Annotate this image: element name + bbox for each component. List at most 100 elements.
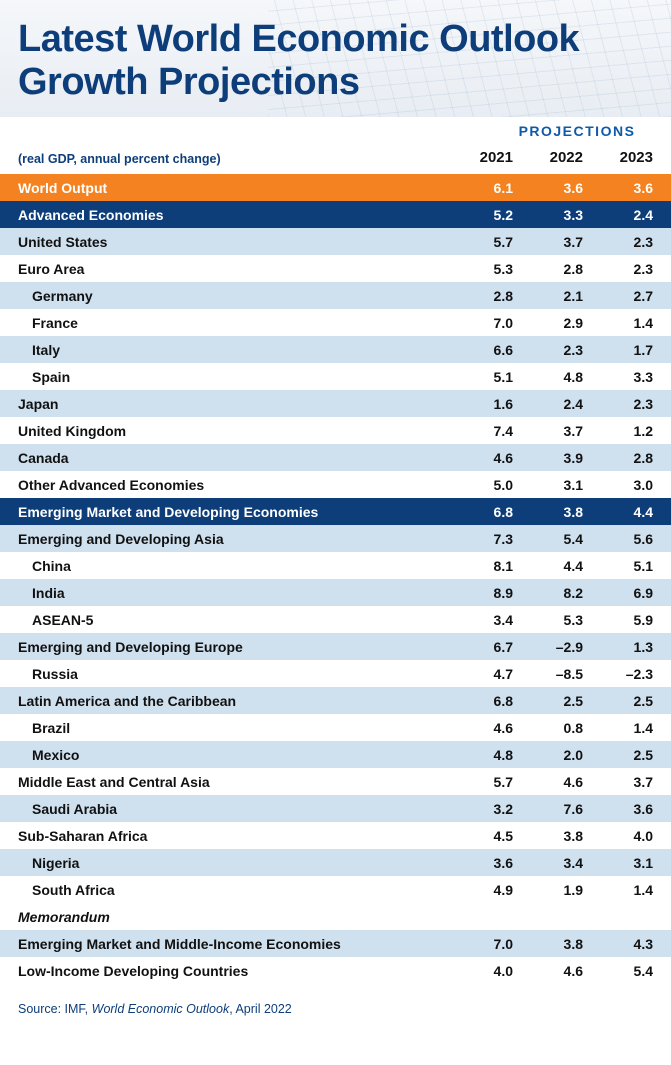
row-value: 6.7	[461, 633, 531, 660]
row-label: South Africa	[0, 876, 461, 903]
table-row: World Output6.13.63.6	[0, 174, 671, 201]
table-row: Emerging Market and Middle-Income Econom…	[0, 930, 671, 957]
source-line: Source: IMF, World Economic Outlook, Apr…	[0, 984, 671, 1040]
row-label: Advanced Economies	[0, 201, 461, 228]
row-value: 5.0	[461, 471, 531, 498]
row-value: 3.7	[601, 768, 671, 795]
table-row: United Kingdom7.43.71.2	[0, 417, 671, 444]
row-value: 5.1	[461, 363, 531, 390]
table-row: Middle East and Central Asia5.74.63.7	[0, 768, 671, 795]
row-value: 7.0	[461, 930, 531, 957]
row-label: Emerging and Developing Europe	[0, 633, 461, 660]
table-row: Spain5.14.83.3	[0, 363, 671, 390]
row-value: 1.2	[601, 417, 671, 444]
row-label: Euro Area	[0, 255, 461, 282]
row-value: 2.8	[601, 444, 671, 471]
row-value: 2.5	[601, 687, 671, 714]
row-value: 3.1	[601, 849, 671, 876]
row-label: China	[0, 552, 461, 579]
table-row: Sub-Saharan Africa4.53.84.0	[0, 822, 671, 849]
row-label: France	[0, 309, 461, 336]
row-value: 5.1	[601, 552, 671, 579]
table-row: Advanced Economies5.23.32.4	[0, 201, 671, 228]
table-row: Germany2.82.12.7	[0, 282, 671, 309]
row-value: 3.2	[461, 795, 531, 822]
row-value: 2.8	[531, 255, 601, 282]
row-label: Russia	[0, 660, 461, 687]
row-label: Memorandum	[0, 903, 461, 930]
row-value: 5.9	[601, 606, 671, 633]
row-value: 5.7	[461, 228, 531, 255]
source-suffix: , April 2022	[229, 1002, 292, 1016]
row-label: Low-Income Developing Countries	[0, 957, 461, 984]
row-value: 4.3	[601, 930, 671, 957]
row-value: –2.9	[531, 633, 601, 660]
row-value: 3.6	[601, 174, 671, 201]
row-value: 5.4	[531, 525, 601, 552]
row-value: 6.8	[461, 498, 531, 525]
row-value: 6.6	[461, 336, 531, 363]
row-value: 8.2	[531, 579, 601, 606]
row-value: 3.6	[531, 174, 601, 201]
row-value	[461, 903, 531, 930]
row-value: 1.7	[601, 336, 671, 363]
row-label: India	[0, 579, 461, 606]
row-label: Spain	[0, 363, 461, 390]
row-value: 3.9	[531, 444, 601, 471]
row-value: 4.8	[461, 741, 531, 768]
row-value: 7.0	[461, 309, 531, 336]
row-value: 2.7	[601, 282, 671, 309]
row-value: 3.4	[461, 606, 531, 633]
row-value: 3.6	[601, 795, 671, 822]
row-label: ASEAN-5	[0, 606, 461, 633]
row-value: 4.6	[461, 444, 531, 471]
row-value: 2.8	[461, 282, 531, 309]
row-label: Other Advanced Economies	[0, 471, 461, 498]
row-value: 4.5	[461, 822, 531, 849]
row-value: 8.9	[461, 579, 531, 606]
table-row: Euro Area5.32.82.3	[0, 255, 671, 282]
row-label: Nigeria	[0, 849, 461, 876]
row-value: 4.6	[531, 957, 601, 984]
page-title: Latest World Economic Outlook Growth Pro…	[18, 18, 653, 103]
row-value: 4.6	[531, 768, 601, 795]
row-value	[531, 903, 601, 930]
row-value: 3.8	[531, 930, 601, 957]
page: Latest World Economic Outlook Growth Pro…	[0, 0, 671, 1040]
table-row: Nigeria3.63.43.1	[0, 849, 671, 876]
row-label: United States	[0, 228, 461, 255]
year-2022: 2022	[513, 149, 583, 166]
row-value: 6.9	[601, 579, 671, 606]
row-value	[601, 903, 671, 930]
row-value: 2.5	[601, 741, 671, 768]
row-value: 4.9	[461, 876, 531, 903]
row-value: 1.3	[601, 633, 671, 660]
row-value: 3.7	[531, 417, 601, 444]
row-value: 5.3	[531, 606, 601, 633]
row-value: 4.7	[461, 660, 531, 687]
row-value: 3.8	[531, 498, 601, 525]
row-value: 6.8	[461, 687, 531, 714]
row-value: 3.7	[531, 228, 601, 255]
source-title: World Economic Outlook	[92, 1002, 230, 1016]
row-value: 7.4	[461, 417, 531, 444]
row-value: 2.3	[601, 390, 671, 417]
row-value: 7.6	[531, 795, 601, 822]
row-label: Latin America and the Caribbean	[0, 687, 461, 714]
row-label: Middle East and Central Asia	[0, 768, 461, 795]
row-value: 2.3	[601, 255, 671, 282]
projections-table: World Output6.13.63.6Advanced Economies5…	[0, 174, 671, 984]
row-value: 1.6	[461, 390, 531, 417]
row-value: 2.3	[531, 336, 601, 363]
source-prefix: Source: IMF,	[18, 1002, 92, 1016]
row-value: 3.8	[531, 822, 601, 849]
row-value: 4.8	[531, 363, 601, 390]
row-label: Brazil	[0, 714, 461, 741]
row-label: Italy	[0, 336, 461, 363]
row-value: 3.3	[531, 201, 601, 228]
row-value: 1.4	[601, 309, 671, 336]
row-label: Germany	[0, 282, 461, 309]
row-value: 3.4	[531, 849, 601, 876]
table-row: Latin America and the Caribbean6.82.52.5	[0, 687, 671, 714]
table-row: Emerging and Developing Europe6.7–2.91.3	[0, 633, 671, 660]
